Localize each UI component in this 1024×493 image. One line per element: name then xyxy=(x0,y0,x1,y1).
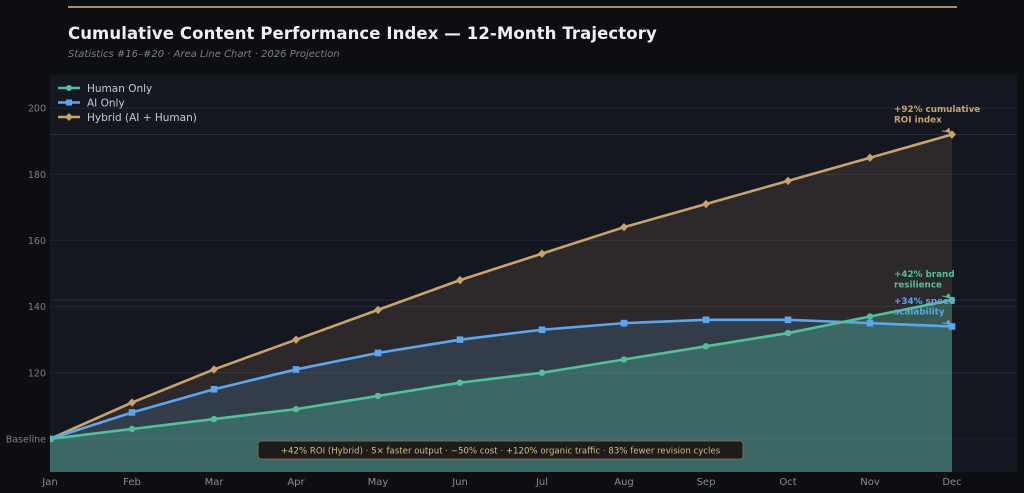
data-point xyxy=(620,319,628,327)
y-tick-label: Baseline xyxy=(6,434,46,445)
x-tick-label: Nov xyxy=(860,477,880,488)
data-point xyxy=(702,343,710,350)
annotation-text: resilience xyxy=(894,281,942,291)
stats-banner-box xyxy=(257,440,744,460)
series-area xyxy=(50,319,952,472)
legend-marker xyxy=(65,113,73,121)
data-point xyxy=(784,316,792,324)
x-tick-label: Mar xyxy=(205,477,225,488)
annotation-arrowhead xyxy=(945,292,951,299)
x-tick-label: Feb xyxy=(123,477,141,488)
data-point xyxy=(374,349,382,357)
data-point xyxy=(538,369,546,376)
data-point xyxy=(702,199,710,209)
y-tick-label: 180 xyxy=(28,170,46,181)
data-point xyxy=(702,316,710,324)
data-point xyxy=(538,326,546,334)
annotation-text: ROI index xyxy=(894,116,942,126)
data-point xyxy=(210,385,218,393)
legend-label: AI Only xyxy=(87,97,125,109)
data-point xyxy=(374,305,382,315)
data-point xyxy=(866,319,874,327)
data-point xyxy=(538,249,546,258)
x-tick-label: Jun xyxy=(451,477,468,488)
data-point xyxy=(456,336,464,343)
legend-label: Human Only xyxy=(87,83,152,95)
data-point xyxy=(292,335,300,344)
data-point xyxy=(210,415,218,423)
data-point xyxy=(456,275,464,285)
top-divider xyxy=(68,6,957,8)
annotation-text: +92% cumulative xyxy=(894,105,980,115)
chart-title: Cumulative Content Performance Index — 1… xyxy=(68,24,657,43)
legend-label: Hybrid (AI + Human) xyxy=(87,112,197,124)
x-tick-label: Oct xyxy=(779,477,796,488)
stats-banner-text: +42% ROI (Hybrid) · 5× faster output · −… xyxy=(281,447,721,457)
annotation-text: scalability xyxy=(894,308,945,318)
data-point xyxy=(456,379,464,386)
data-point xyxy=(50,435,54,443)
series-group xyxy=(50,130,1017,472)
legend: Human Only AI Only Hybrid (AI + Human) xyxy=(58,83,197,124)
data-point xyxy=(128,425,136,433)
annotation-arrowhead xyxy=(945,127,951,134)
x-tick-label: Apr xyxy=(287,477,305,488)
data-point xyxy=(784,176,792,186)
data-point xyxy=(292,366,300,373)
x-tick-label: Jan xyxy=(41,477,57,488)
x-tick-label: Dec xyxy=(942,477,961,488)
plot-background xyxy=(50,75,1017,472)
series-line xyxy=(50,298,953,441)
y-tick-label: 200 xyxy=(28,104,46,115)
legend-marker xyxy=(66,85,72,91)
data-point xyxy=(292,405,300,413)
series-line xyxy=(50,133,953,441)
data-point xyxy=(620,222,628,232)
data-point xyxy=(128,409,136,416)
annotation-text: +34% speed xyxy=(894,297,955,307)
data-point xyxy=(784,329,792,337)
data-point xyxy=(866,153,874,162)
series-area xyxy=(50,134,952,472)
series-line xyxy=(50,318,953,441)
x-tick-label: Jul xyxy=(535,477,548,488)
annotation-text: +42% brand xyxy=(894,270,955,280)
y-tick-label: 140 xyxy=(28,302,46,313)
annotation-arrowhead xyxy=(945,319,951,326)
chart-subtitle: Statistics #16–#20 · Area Line Chart · 2… xyxy=(68,49,340,60)
x-tick-label: May xyxy=(368,477,389,488)
x-tick-label: Sep xyxy=(697,477,716,488)
y-tick-label: 160 xyxy=(28,236,46,247)
data-point xyxy=(374,392,382,400)
data-point xyxy=(620,356,628,363)
data-point xyxy=(948,323,956,330)
data-point xyxy=(128,398,136,407)
data-point xyxy=(866,313,874,320)
data-point xyxy=(210,365,218,374)
legend-marker xyxy=(66,99,72,106)
x-tick-label: Aug xyxy=(614,477,634,488)
y-tick-label: 120 xyxy=(28,368,46,379)
